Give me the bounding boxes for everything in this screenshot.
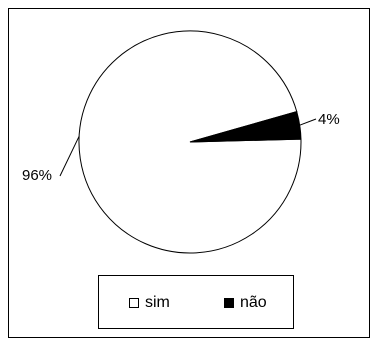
legend-label-nao: não [240, 294, 267, 311]
pie-chart: 96% 4% [22, 30, 340, 254]
legend-label-sim: sim [145, 294, 170, 311]
leader-line-sim [59, 135, 80, 177]
leader-line-nao [299, 118, 317, 126]
data-label-nao: 4% [318, 111, 340, 128]
legend-item-nao: não [224, 294, 267, 312]
pie-slice-nao [189, 110, 302, 143]
legend: sim não [98, 275, 294, 329]
data-label-sim: 96% [22, 167, 52, 184]
legend-swatch-nao [224, 298, 234, 308]
legend-swatch-sim [129, 298, 139, 308]
legend-item-sim: sim [129, 294, 170, 312]
